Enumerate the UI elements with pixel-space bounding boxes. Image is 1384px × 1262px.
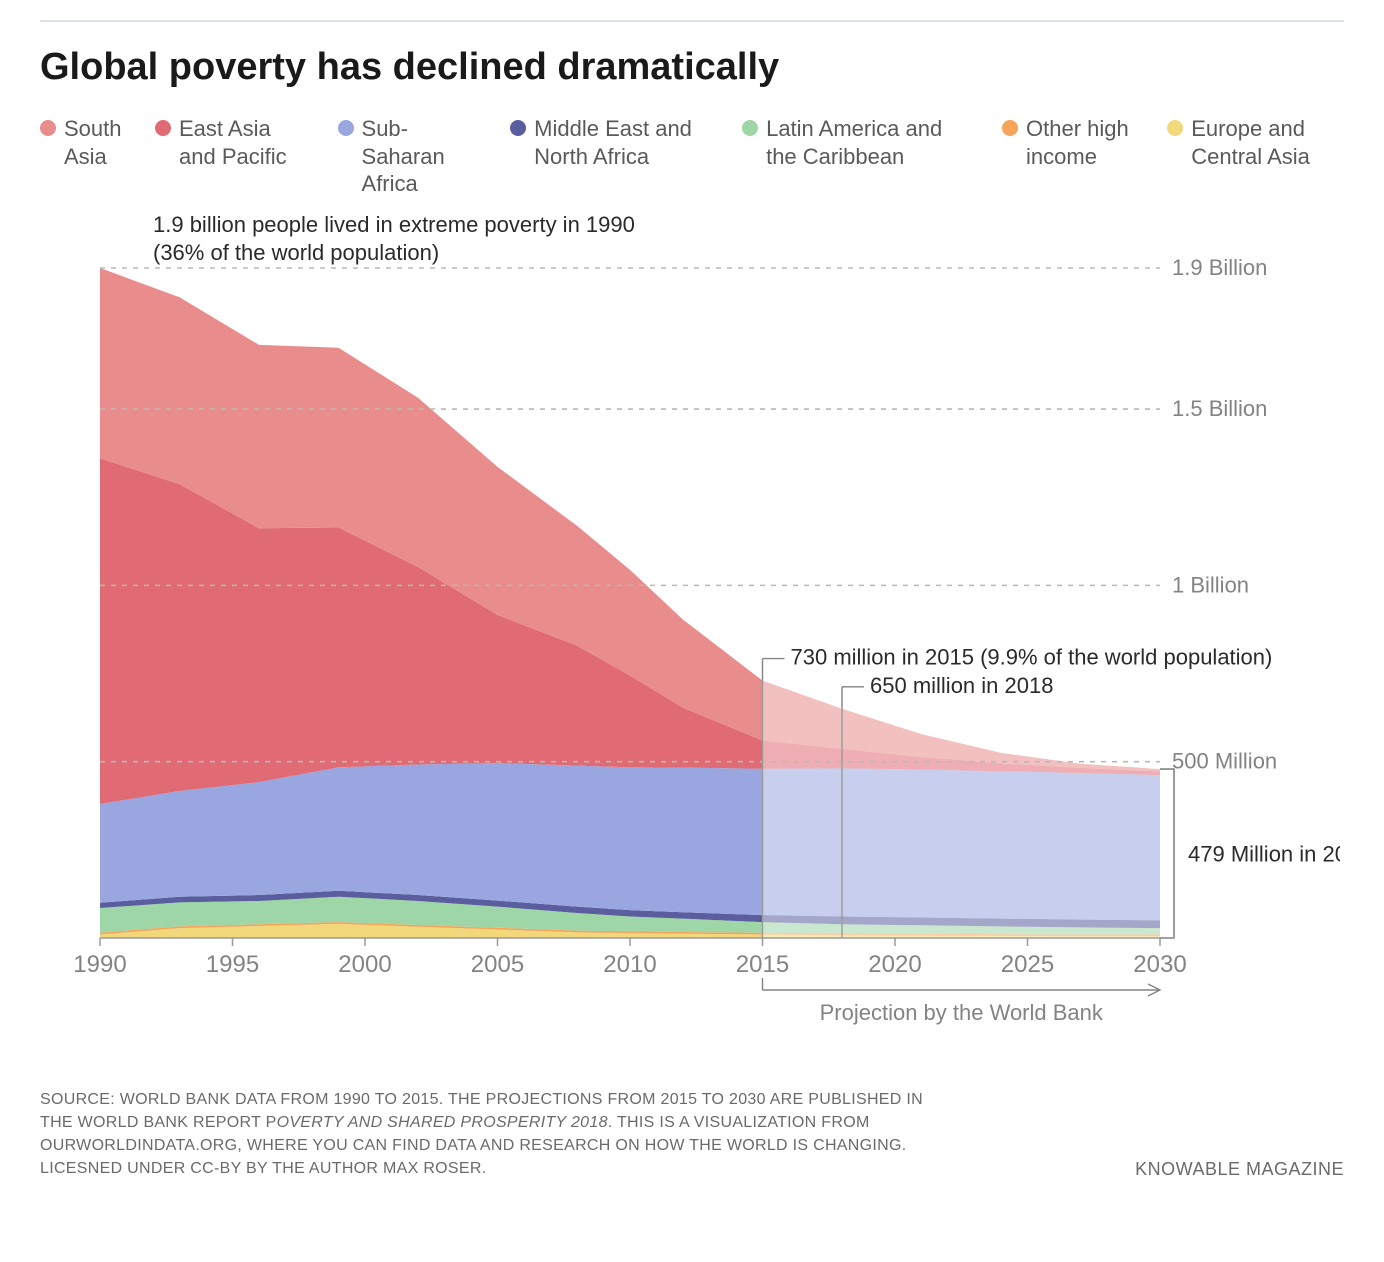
legend-swatch [1002,120,1018,136]
legend-item: Europe and Central Asia [1167,115,1344,198]
x-tick-label: 2005 [471,951,524,978]
x-tick-label: 2030 [1133,951,1186,978]
annotation-text: 650 million in 2018 [870,672,1053,697]
legend-swatch [510,120,526,136]
legend-item: South Asia [40,115,127,198]
gridline-label: 1.9 Billion [1172,255,1267,280]
gridline-label: 1.5 Billion [1172,396,1267,421]
area-proj-sub_saharan [763,768,1161,920]
end-bracket-label: 479 Million in 2030 [1188,841,1340,866]
legend-item: Latin America and the Caribbean [742,115,974,198]
legend-label: Middle East and North Africa [534,115,714,170]
areas [100,268,1160,938]
legend-item: Middle East and North Africa [510,115,714,198]
publication-brand: KNOWABLE MAGAZINE [1135,1159,1344,1180]
gridline-label: 500 Million [1172,748,1277,773]
legend-label: Sub-Saharan Africa [362,115,483,198]
x-tick-label: 2000 [338,951,391,978]
x-tick-label: 1990 [73,951,126,978]
legend-label: South Asia [64,115,127,170]
projection-label: Projection by the World Bank [820,1000,1104,1025]
legend-item: Sub-Saharan Africa [338,115,483,198]
annotation-text: 730 million in 2015 (9.9% of the world p… [791,644,1273,669]
legend-swatch [338,120,354,136]
chart-title: Global poverty has declined dramatically [40,46,1344,89]
x-tick-label: 2010 [603,951,656,978]
legend-label: East Asia and Pacific [179,115,310,170]
legend-label: Europe and Central Asia [1191,115,1344,170]
top-divider [40,20,1344,22]
legend-swatch [155,120,171,136]
legend-label: Other high income [1026,115,1139,170]
projection-bracket: Projection by the World Bank [763,978,1161,1025]
legend-swatch [742,120,758,136]
top-annotation: 1.9 billion people lived in extreme pove… [153,212,635,237]
x-tick-label: 2020 [868,951,921,978]
x-tick-label: 2015 [736,951,789,978]
legend: South Asia East Asia and Pacific Sub-Sahar… [40,115,1344,198]
legend-item: East Asia and Pacific [155,115,310,198]
end-bracket: 479 Million in 2030 [1160,769,1340,938]
source-citation: SOURCE: WORLD BANK DATA FROM 1990 TO 201… [40,1088,940,1181]
axes: 1990 1995 2000 2005 2010 2015 2020 2025 2030 [73,938,1186,978]
stacked-area-chart: 1.9 Billion 1.5 Billion 1 Billion 500 Milli… [40,208,1340,1038]
legend-swatch [40,120,56,136]
x-tick-label: 1995 [206,951,259,978]
chart-container: 1.9 Billion 1.5 Billion 1 Billion 500 Milli… [40,208,1340,1038]
gridline-label: 1 Billion [1172,572,1249,597]
top-annotation: (36% of the world population) [153,240,439,265]
legend-item: Other high income [1002,115,1139,198]
x-tick-label: 2025 [1001,951,1054,978]
legend-swatch [1167,120,1183,136]
legend-label: Latin America and the Caribbean [766,115,974,170]
footer: SOURCE: WORLD BANK DATA FROM 1990 TO 201… [40,1088,1344,1181]
